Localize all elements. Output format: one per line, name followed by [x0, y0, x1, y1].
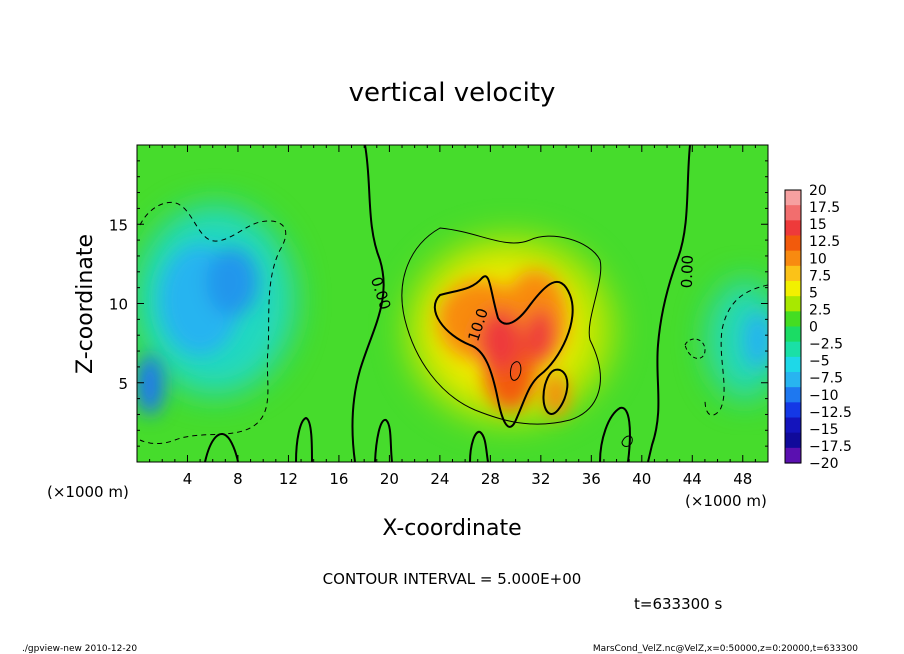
colorbar-swatch	[785, 447, 801, 464]
colorbar-swatch	[785, 265, 801, 282]
colorbar-label: 5	[809, 285, 818, 301]
x-tick-label: 16	[329, 470, 348, 488]
colorbar-label: −12.5	[809, 405, 852, 421]
colorbar-swatch	[785, 311, 801, 328]
colorbar-label: 7.5	[809, 268, 831, 284]
x-axis-label: X-coordinate	[382, 516, 521, 541]
colorbar-label: −7.5	[809, 371, 843, 387]
x-tick-label: 20	[380, 470, 399, 488]
y-tick-label: 15	[109, 216, 128, 234]
colorbar-label: 20	[809, 183, 827, 199]
colorbar-swatch	[785, 205, 801, 221]
colorbar-swatch	[785, 281, 801, 297]
zero-contour-left	[351, 145, 385, 462]
contour-5	[401, 227, 602, 425]
colorbar-swatch	[785, 356, 801, 373]
plot-area: 0.00 10.0 0.00	[137, 145, 768, 462]
y-axis: 5 10 15	[109, 160, 768, 447]
contour-10	[433, 275, 574, 428]
x-axis-unit-right: (×1000 m)	[685, 492, 767, 510]
y-tick-label: 10	[109, 296, 128, 314]
x-tick-label: 24	[430, 470, 449, 488]
colorbar-label: −10	[809, 388, 839, 404]
y-axis-label: Z-coordinate	[73, 234, 98, 374]
colorbar-label: 15	[809, 217, 827, 233]
colorbar-label: −15	[809, 422, 839, 438]
zero-contour-bottom-4	[469, 430, 489, 462]
colorbar-label: 10	[809, 251, 827, 267]
contour-lines	[139, 145, 768, 462]
colorbar-swatch	[785, 387, 801, 403]
colorbar-swatch	[785, 341, 801, 358]
footer-right: MarsCond_VelZ.nc@VelZ,x=0:50000,z=0:2000…	[593, 644, 858, 654]
zero-contour-bottom-6	[621, 435, 633, 447]
colorbar-label: −5	[809, 354, 830, 370]
colorbar-swatch	[785, 190, 801, 206]
contour-interval-text: CONTOUR INTERVAL = 5.000E+00	[323, 570, 582, 588]
x-tick-label: 32	[531, 470, 550, 488]
colorbar-label: −20	[809, 456, 839, 472]
zero-contour-bottom-2	[295, 416, 313, 462]
colorbar-label: 2.5	[809, 302, 831, 318]
contour-label: 0.00	[678, 255, 697, 289]
colorbar-label: −2.5	[809, 337, 843, 353]
zero-contour-bottom-3	[374, 419, 393, 462]
neg-contour-blob	[684, 338, 706, 359]
x-tick-label: 44	[683, 470, 702, 488]
colorbar-swatch	[785, 235, 801, 252]
colorbar-swatch	[785, 296, 801, 312]
colorbar-swatch	[785, 372, 801, 388]
colorbar-swatch	[785, 432, 801, 449]
zero-contour-bottom-5	[599, 406, 631, 462]
zero-contour-bottom-1	[204, 433, 239, 462]
x-axis: 4 8 12 16 20 24 28 32 36 40 44 48	[149, 145, 756, 488]
zero-contour-right	[647, 145, 691, 462]
x-tick-label: 36	[582, 470, 601, 488]
time-text: t=633300 s	[634, 595, 722, 613]
x-tick-label: 28	[481, 470, 500, 488]
colorbar-swatch	[785, 417, 801, 434]
colorbar-swatch	[785, 402, 801, 419]
x-tick-label: 4	[183, 470, 193, 488]
footer-left: ./gpview-new 2010-12-20	[22, 644, 137, 654]
colorbar-swatch	[785, 250, 801, 267]
colorbar-swatch	[785, 326, 801, 343]
x-axis-unit-left: (×1000 m)	[47, 483, 129, 501]
x-tick-label: 40	[632, 470, 651, 488]
x-tick-label: 12	[279, 470, 298, 488]
colorbar-label: −17.5	[809, 439, 852, 455]
contour-15	[509, 361, 522, 381]
colorbar-swatch	[785, 220, 801, 237]
chart-title: vertical velocity	[349, 78, 556, 108]
x-tick-label: 48	[733, 470, 752, 488]
contour-10-small	[542, 368, 569, 415]
colorbar-label: 12.5	[809, 234, 840, 250]
y-tick-label: 5	[118, 375, 128, 393]
neg-contour-left	[139, 201, 287, 445]
x-tick-label: 8	[233, 470, 243, 488]
colorbar-frame	[784, 189, 802, 464]
colorbar-label: 0	[809, 320, 818, 336]
neg-contour-right	[704, 284, 768, 416]
colorbar-label: 17.5	[809, 200, 840, 216]
